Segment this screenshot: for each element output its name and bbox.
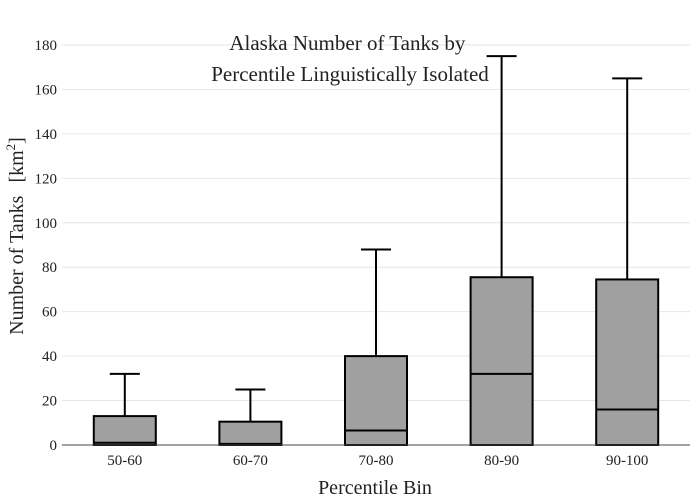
y-tick-label: 160 (35, 82, 58, 98)
y-axis-unit-superscript: 2 (3, 144, 18, 151)
y-tick-label: 180 (35, 38, 58, 54)
box-50-60 (92, 372, 157, 447)
y-axis-unit-base: [km (6, 150, 28, 183)
y-tick-labels: 0 20 40 60 80 100 120 140 160 180 (35, 38, 58, 454)
y-tick-label: 0 (50, 438, 58, 454)
x-tick-labels: 50-60 60-70 70-80 80-90 90-100 (107, 453, 648, 469)
box-iqr (92, 415, 157, 447)
box-iqr (344, 355, 408, 446)
x-tick-label: 60-70 (233, 453, 268, 469)
box-plot-series (92, 55, 660, 447)
y-tick-label: 140 (35, 127, 58, 143)
box-iqr (595, 278, 660, 447)
x-tick-label: 70-80 (359, 453, 394, 469)
grid-lines (62, 44, 690, 402)
y-tick-label: 20 (42, 394, 57, 410)
x-tick-label: 50-60 (107, 453, 142, 469)
box-90-100 (595, 77, 660, 447)
chart-title: Alaska Number of Tanks by Percentile Lin… (211, 31, 489, 86)
y-axis-unit-close: ] (6, 137, 28, 144)
chart-title-line-1: Alaska Number of Tanks by (229, 31, 466, 55)
x-axis-title: Percentile Bin (318, 477, 432, 499)
chart-title-line-2: Percentile Linguistically Isolated (211, 62, 489, 86)
x-tick-label: 90-100 (606, 453, 649, 469)
box-60-70 (218, 388, 283, 446)
x-tick-label: 80-90 (484, 453, 519, 469)
y-tick-label: 100 (35, 216, 58, 232)
box-iqr (218, 420, 283, 446)
y-axis-title-text: Number of Tanks (6, 195, 28, 335)
box-80-90 (469, 55, 534, 446)
y-tick-label: 80 (42, 260, 57, 276)
y-axis-title: Number of Tanks [km2] (3, 137, 28, 335)
box-iqr (469, 276, 534, 446)
y-tick-label: 120 (35, 171, 58, 187)
box-70-80 (344, 248, 408, 446)
y-tick-label: 60 (42, 305, 57, 321)
y-tick-label: 40 (42, 349, 57, 365)
